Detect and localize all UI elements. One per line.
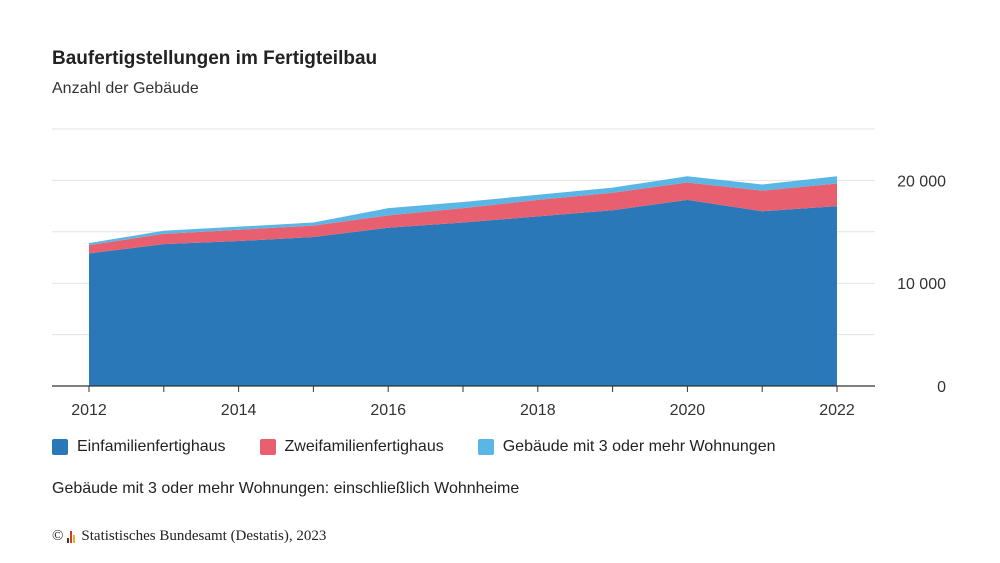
- legend-label-1: Einfamilienfertighaus: [77, 438, 226, 455]
- legend-swatch-3: [477, 439, 494, 455]
- legend-swatch-1: [52, 439, 68, 455]
- legend: Einfamilienfertighaus Zweifamilienfertigh…: [52, 438, 809, 456]
- area-series-1: [89, 199, 837, 386]
- x-tick-label-2020: 2020: [670, 402, 706, 419]
- chart-title: Baufertigstellungen im Fertigteilbau: [52, 48, 378, 69]
- y-tick-label-20000: 20 000: [897, 173, 946, 190]
- stacked-area-chart: 2012 2014 2016 2018 2020 2022 0 10 000 20 000: [52, 128, 946, 419]
- y-tick-label-10000: 10 000: [897, 276, 946, 293]
- legend-item-2: Zweifamilienfertighaus: [259, 438, 444, 456]
- legend-swatch-2: [259, 439, 276, 455]
- legend-item-3: Gebäude mit 3 oder mehr Wohnungen: [477, 438, 776, 456]
- logo-bar-2: [70, 530, 73, 543]
- chart-note: Gebäude mit 3 oder mehr Wohnungen: einsc…: [52, 480, 520, 497]
- legend-label-3: Gebäude mit 3 oder mehr Wohnungen: [502, 438, 776, 455]
- source-text: Statistisches Bundesamt (Destatis), 2023: [81, 528, 327, 544]
- chart-subtitle: Anzahl der Gebäude: [52, 80, 199, 97]
- x-tick-label-2018: 2018: [520, 402, 556, 419]
- logo-bar-1: [67, 537, 70, 543]
- x-tick-label-2012: 2012: [71, 402, 107, 419]
- legend-item-1: Einfamilienfertighaus: [52, 438, 226, 456]
- y-tick-label-0: 0: [937, 379, 946, 396]
- x-tick-label-2014: 2014: [221, 402, 257, 419]
- copyright-symbol: ©: [52, 528, 64, 544]
- legend-label-2: Zweifamilienfertighaus: [284, 438, 444, 455]
- destatis-logo-icon: [67, 530, 76, 543]
- logo-bar-3: [73, 534, 76, 543]
- area-series-2: [89, 182, 837, 254]
- x-tick-label-2016: 2016: [370, 402, 406, 419]
- x-tick-label-2022: 2022: [819, 402, 855, 419]
- source-footer: © Statistisches Bundesamt (Destatis), 20…: [52, 528, 326, 545]
